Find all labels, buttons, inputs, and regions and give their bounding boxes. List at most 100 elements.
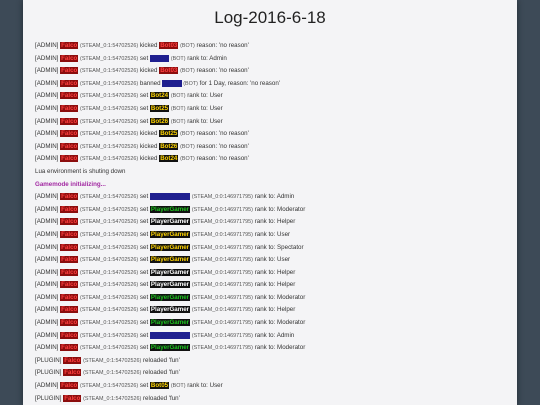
log-prefix: [ADMIN] (35, 331, 59, 339)
log-detail: rank to: User (187, 117, 223, 125)
log-prefix: [ADMIN] (35, 243, 59, 251)
actor-steam-id: (STEAM_0:1:54702526) (80, 294, 139, 301)
log-prefix: [ADMIN] (35, 155, 59, 163)
log-line: [PLUGIN] Falco (STEAM_0:1:54702526) relo… (35, 393, 517, 405)
actor-name: Falco (60, 142, 79, 150)
log-detail: reloaded 'fun' (143, 369, 180, 377)
target-name: PlayerGamer (149, 218, 191, 226)
log-prefix: [ADMIN] (35, 205, 59, 213)
target-name: PlayerGamer (149, 281, 191, 289)
log-line: [ADMIN] Falco (STEAM_0:1:54702526) kicke… (35, 128, 517, 141)
log-prefix: [PLUGIN] (35, 356, 62, 364)
actor-steam-id: (STEAM_0:1:54702526) (80, 105, 139, 112)
log-detail: reloaded 'fun' (143, 394, 180, 402)
log-line: [ADMIN] Falco (STEAM_0:1:54702526) set P… (35, 242, 517, 255)
log-line: [ADMIN] Falco (STEAM_0:1:54702526) set B… (35, 53, 517, 66)
actor-steam-id: (STEAM_0:1:54702526) (80, 68, 139, 75)
log-verb: set (139, 92, 149, 100)
log-line: [ADMIN] Falco (STEAM_0:1:54702526) set B… (35, 90, 517, 103)
target-id: (STEAM_0:0:146971795) (191, 294, 253, 301)
log-line: [ADMIN] Falco (STEAM_0:1:54702526) set P… (35, 342, 517, 355)
log-prefix: [ADMIN] (35, 117, 59, 125)
log-line: [ADMIN] Falco (STEAM_0:1:54702526) set P… (35, 216, 517, 229)
log-detail: rank to: Helper (254, 218, 296, 226)
actor-name: Falco (60, 92, 79, 100)
actor-name: Falco (60, 205, 79, 213)
target-id: (STEAM_0:0:146971795) (191, 307, 253, 314)
log-detail: reason: 'no reason' (196, 155, 249, 163)
actor-name: Falco (60, 306, 79, 314)
actor-steam-id: (STEAM_0:1:54702526) (80, 244, 139, 251)
target-name: Bot24 (159, 155, 179, 163)
log-verb: set (139, 54, 149, 62)
log-prefix: [ADMIN] (35, 281, 59, 289)
log-verb: banned (139, 79, 161, 87)
target-id: (BOT) (170, 105, 186, 112)
log-prefix: [ADMIN] (35, 130, 59, 138)
target-name: Bot16 (162, 79, 182, 87)
target-name: PlayerGamer (149, 193, 191, 201)
log-line: [ADMIN] Falco (STEAM_0:1:54702526) set B… (35, 380, 517, 393)
log-verb: kicked (139, 67, 158, 75)
target-name: Bot05 (149, 382, 170, 390)
log-line: [ADMIN] Falco (STEAM_0:1:54702526) kicke… (35, 40, 517, 53)
actor-name: Falco (60, 193, 79, 201)
actor-steam-id: (STEAM_0:1:54702526) (80, 269, 139, 276)
log-detail: rank to: Moderator (254, 319, 306, 327)
actor-name: Falco (63, 356, 82, 364)
actor-steam-id: (STEAM_0:1:54702526) (80, 206, 139, 213)
target-name: PlayerGamer (149, 293, 191, 301)
log-detail: reloaded 'fun' (143, 356, 180, 364)
actor-steam-id: (STEAM_0:1:54702526) (80, 307, 139, 314)
log-verb: set (139, 331, 149, 339)
log-verb: set (139, 205, 149, 213)
actor-name: Falco (60, 344, 79, 352)
log-verb: set (139, 382, 149, 390)
target-name: PlayerGamer (149, 256, 191, 264)
target-id: (BOT) (180, 156, 195, 163)
log-detail: rank to: User (187, 92, 223, 100)
target-name: Bot03 (159, 42, 179, 49)
log-prefix: [ADMIN] (35, 104, 59, 112)
log-verb: set (139, 281, 149, 289)
log-line: [ADMIN] Falco (STEAM_0:1:54702526) set P… (35, 304, 517, 317)
target-name: PlayerGamer (149, 230, 191, 238)
log-detail: rank to: User (254, 256, 291, 264)
actor-name: Falco (60, 67, 79, 75)
actor-steam-id: (STEAM_0:1:54702526) (80, 282, 139, 289)
actor-name: Falco (60, 382, 79, 390)
log-detail: rank to: Admin (254, 193, 295, 201)
target-id: (BOT) (180, 68, 195, 75)
page-title: Log-2016-6-18 (214, 8, 326, 27)
actor-name: Falco (60, 104, 79, 112)
target-id: (BOT) (170, 93, 186, 100)
target-name: PlayerGamer (149, 344, 191, 352)
log-prefix: [ADMIN] (35, 142, 59, 150)
target-name: Bot26 (159, 142, 179, 150)
actor-name: Falco (60, 281, 79, 289)
log-prefix: [ADMIN] (35, 293, 59, 301)
target-name: Bot25 (159, 130, 179, 138)
log-detail: rank to: Admin (187, 54, 227, 62)
log-prefix: [ADMIN] (35, 256, 59, 264)
target-id: (BOT) (180, 43, 195, 49)
target-name: Bot03 (159, 67, 179, 75)
log-line: [ADMIN] Falco (STEAM_0:1:54702526) set P… (35, 292, 517, 305)
target-name: PlayerGamer (149, 243, 191, 251)
log-verb: kicked (139, 130, 158, 138)
log-detail: rank to: User (187, 382, 223, 390)
actor-name: Falco (63, 394, 82, 402)
log-line: [ADMIN] Falco (STEAM_0:1:54702526) set B… (35, 103, 517, 116)
target-name: Bot16 (149, 54, 170, 62)
log-verb: set (139, 230, 149, 238)
log-prefix: [ADMIN] (35, 268, 59, 276)
actor-steam-id: (STEAM_0:1:54702526) (83, 395, 142, 402)
log-verb: set (139, 306, 149, 314)
log-prefix: [ADMIN] (35, 92, 59, 100)
log-verb: set (139, 268, 149, 276)
actor-name: Falco (60, 268, 79, 276)
log-detail: rank to: Moderator (254, 344, 306, 352)
actor-steam-id: (STEAM_0:1:54702526) (80, 231, 139, 238)
target-name: PlayerGamer (149, 319, 191, 327)
actor-name: Falco (60, 54, 79, 62)
